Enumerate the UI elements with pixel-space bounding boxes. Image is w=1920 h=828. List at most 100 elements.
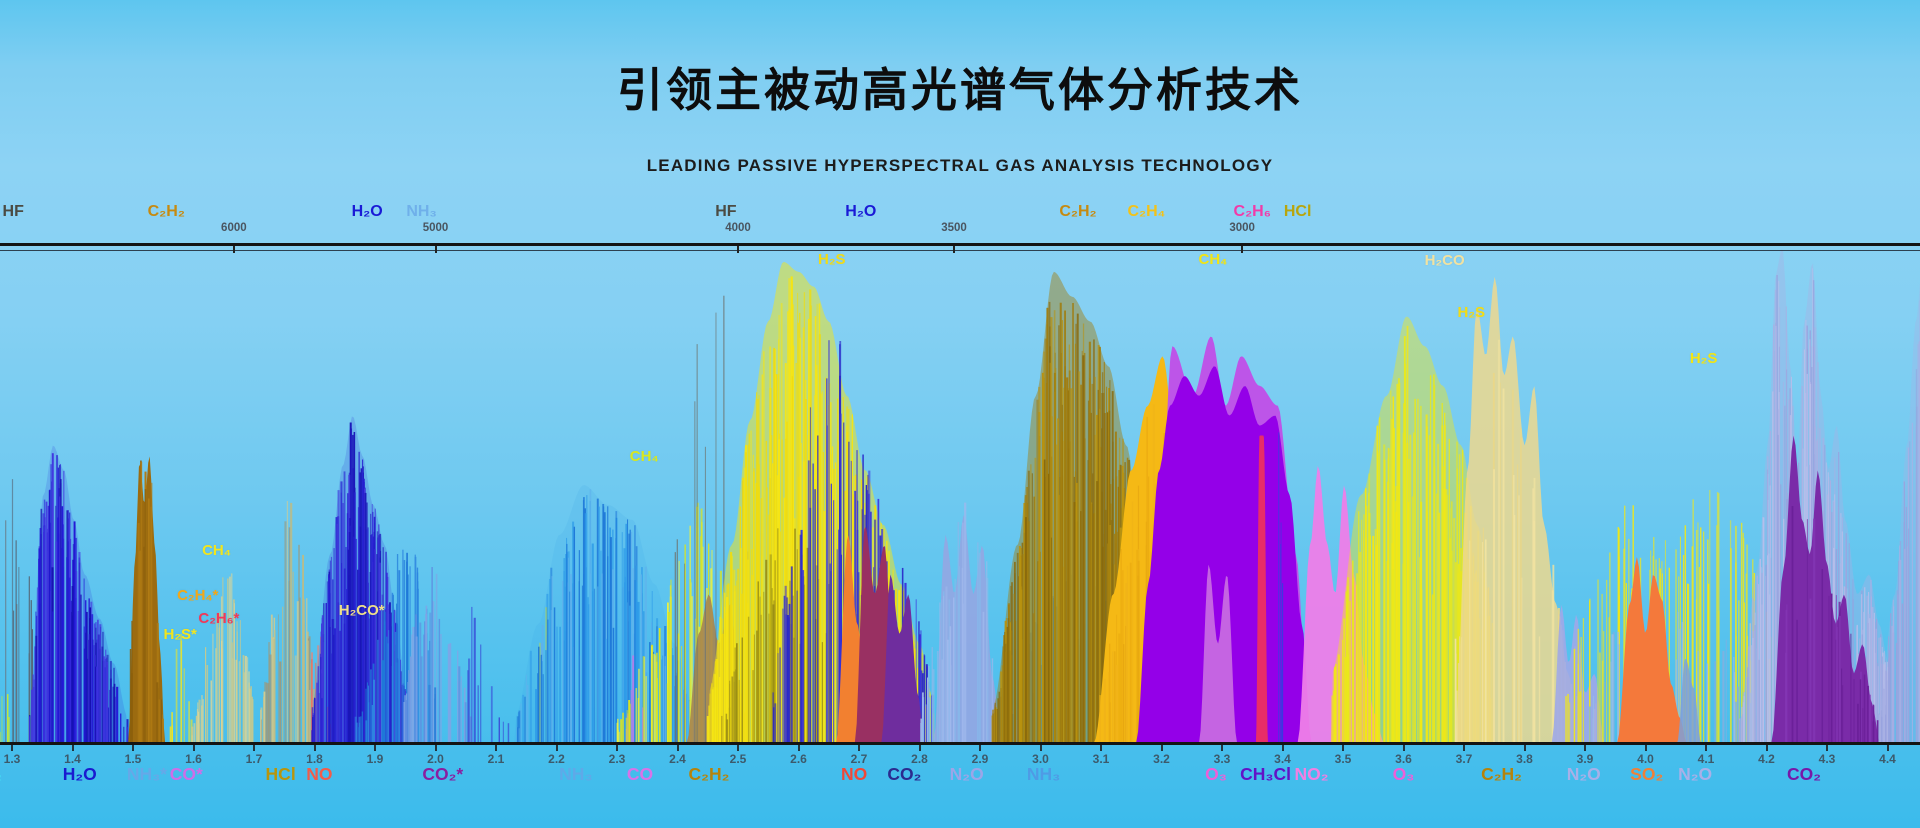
bottom-gas-label: CO* (169, 764, 203, 784)
bottom-axis-tick-mark (1826, 745, 1828, 751)
bottom-axis-tick-mark (132, 745, 134, 751)
bottom-axis-tick-label: 4.4 (1879, 752, 1896, 766)
bottom-axis-tick-label: 1.9 (366, 752, 384, 766)
bottom-axis-tick-mark (1765, 745, 1768, 751)
band-cream-lines-3.8 (1454, 339, 1597, 743)
bottom-axis-tick-label: 3.8 (1516, 752, 1533, 766)
top-axis-tick-label: 3500 (941, 222, 967, 234)
bottom-axis-tick-label: 2.5 (729, 752, 747, 766)
bottom-gas-label: C₂H₂ (688, 764, 730, 784)
bottom-axis-tick-label: 4.1 (1697, 752, 1715, 766)
band-blue-3.38 (1278, 432, 1284, 743)
bottom-axis-tick-label: 2.3 (608, 752, 626, 766)
band-CO2-darkpurple-4.26 (1771, 435, 1881, 743)
bottom-gas-label: NO (841, 764, 868, 784)
band-blue-sparse-2.05 (467, 606, 510, 743)
bottom-gas-label: CO₂ (1786, 764, 1822, 784)
bottom-axis-tick-mark (1463, 745, 1465, 751)
top-axis-tick-mark (1241, 246, 1244, 253)
bottom-gas-label: NO₂ (1294, 764, 1329, 784)
band-CH3Cl-purple-3.3 (1136, 366, 1312, 743)
bottom-axis-tick-mark (1644, 745, 1647, 751)
bottom-gas-label: CO₂* (422, 764, 464, 784)
bottom-axis-tick-mark (1100, 745, 1102, 751)
bottom-axis-tick-mark (797, 745, 800, 751)
bottom-axis-tick-mark (676, 745, 679, 751)
bottom-gas-label: C₂H₂ (1481, 764, 1522, 784)
bottom-gas-label: H₂O (62, 764, 97, 784)
bottom-axis-tick-mark (1402, 745, 1405, 751)
bottom-axis-tick-label: 2.9 (971, 752, 989, 766)
bottom-axis-tick-mark (192, 745, 195, 751)
bottom-axis-tick-label: 3.7 (1455, 752, 1473, 766)
band-SO2-orange-4.0 (1617, 557, 1687, 743)
bottom-gas-label: ₂ (0, 765, 2, 784)
band-edge-green (0, 694, 10, 743)
bottom-axis-tick-label: 4.0 (1637, 752, 1654, 766)
chart-gas-label: C₂H₆* (198, 610, 240, 627)
bottom-axis-tick-label: 2.8 (911, 752, 928, 766)
bottom-axis-tick-label: 3.5 (1334, 752, 1352, 766)
band-H2CO-blue-1.86 (311, 416, 407, 743)
top-gas-label: HF (2, 203, 24, 220)
page-subtitle: LEADING PASSIVE HYPERSPECTRAL GAS ANALYS… (646, 156, 1274, 175)
top-gas-label: C₂H₂ (147, 203, 185, 220)
top-gas-label: C₂H₂ (1059, 203, 1097, 220)
bottom-axis-tick-mark (1281, 745, 1284, 751)
chart-gas-label: H₂S (1457, 304, 1486, 321)
bottom-axis-tick-mark (1342, 745, 1344, 751)
band-crimson-3.36 (1255, 435, 1268, 743)
bottom-axis-tick-mark (1039, 745, 1042, 751)
bottom-axis-tick-label: 1.8 (306, 752, 323, 766)
bottom-axis-tick-mark (616, 745, 618, 751)
bottom-axis-tick-label: 4.2 (1758, 752, 1775, 766)
band-H2S-yellow-1.58 (169, 634, 193, 743)
bottom-axis-tick-label: 1.6 (185, 752, 202, 766)
band-periwinkle-right (1878, 282, 1920, 743)
bottom-axis-tick-mark (555, 745, 558, 751)
bottom-gas-label: N₂O (949, 764, 984, 784)
bottom-gas-label: CH₃Cl (1240, 764, 1291, 784)
bottom-gas-label: O₃ (1392, 764, 1415, 784)
band-H2O-blue-1.4 (28, 445, 129, 743)
bottom-gas-label: SO₂ (1630, 764, 1664, 784)
top-axis-tick-label: 6000 (221, 222, 247, 234)
bottom-axis-tick-label: 3.3 (1213, 752, 1231, 766)
top-gas-label: HCl (1283, 203, 1312, 220)
top-gas-label: H₂O (351, 203, 383, 220)
top-gas-label: C₂H₆ (1233, 203, 1271, 220)
bottom-axis-tick-mark (253, 745, 255, 751)
bottom-axis-tick-mark (313, 745, 316, 751)
bottom-axis-tick-label: 2.2 (548, 752, 565, 766)
chart-gas-label: CH₄ (202, 542, 231, 559)
bottom-axis-tick-label: 2.0 (427, 752, 444, 766)
bottom-axis-tick-mark (1886, 745, 1889, 751)
bottom-axis-tick-label: 3.4 (1274, 752, 1291, 766)
top-axis-tick-mark (434, 246, 437, 253)
bottom-axis-tick-mark (495, 745, 497, 751)
bottom-gas-label: NH₃* (126, 764, 167, 784)
chart-gas-label: H₂S (818, 251, 846, 268)
band-NO2-pink-3.5 (1297, 466, 1385, 743)
bottom-axis-tick-mark (1221, 745, 1223, 751)
top-gas-label: NH₃ (406, 203, 437, 220)
top-axis-tick-mark (232, 246, 235, 253)
bottom-gas-label: O₃ (1205, 764, 1227, 784)
bottom-axis-tick-mark (1160, 745, 1163, 751)
bottom-axis-tick-mark (434, 745, 437, 751)
bottom-axis-tick-mark (979, 745, 981, 751)
bottom-axis-tick-label: 1.7 (245, 752, 263, 766)
page-title: 引领主被动高光谱气体分析技术 (617, 64, 1303, 116)
chart-gas-label: H₂S (1689, 350, 1718, 367)
bottom-axis-tick-mark (1705, 745, 1707, 751)
bottom-axis-tick-label: 3.2 (1153, 752, 1170, 766)
band-NH3-CO-blue-2.25 (514, 485, 694, 743)
bottom-axis-tick-label: 1.4 (64, 752, 81, 766)
bottom-axis-tick-mark (918, 745, 921, 751)
bottom-axis-tick-mark (71, 745, 74, 751)
bottom-gas-label: CO₂ (887, 764, 922, 784)
top-axis-tick-mark (953, 246, 956, 253)
band-khaki-1.65 (191, 573, 254, 743)
